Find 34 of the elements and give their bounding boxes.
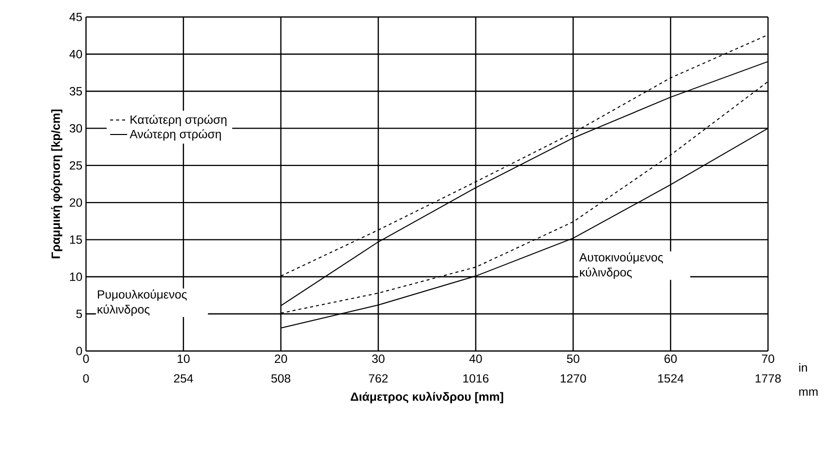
x2-tick-label: 1016 (463, 374, 488, 383)
x2-tick-label: 1524 (658, 374, 684, 383)
x-tick-label: 40 (469, 354, 482, 363)
y-tick-label: 0 (76, 346, 82, 356)
x-tick-label: 20 (274, 354, 288, 363)
annotation: Ρυμουλκούμενος κύλινδρος (98, 290, 187, 316)
y-tick-label: 10 (70, 272, 82, 281)
y-tick-label: 20 (70, 198, 82, 207)
x-axis-title: Διάμετρος κυλίνδρου [mm] (350, 392, 504, 404)
x-tick-label: 10 (178, 354, 190, 363)
y-tick-label: 25 (70, 161, 82, 170)
y-tick-label: 40 (69, 50, 82, 58)
x-tick-label: 60 (664, 354, 677, 363)
x2-tick-label: 254 (174, 374, 194, 383)
text: in (799, 363, 807, 372)
x-tick-label: 50 (566, 354, 580, 363)
x-tick-label: 30 (372, 354, 384, 363)
y-tick-label: 30 (70, 124, 82, 133)
x-tick-label: 0 (83, 354, 89, 363)
y-tick-label: 5 (76, 310, 82, 318)
x-tick-label: 70 (762, 354, 774, 363)
x2-tick-label: 508 (271, 374, 290, 383)
x2-tick-label: 762 (368, 374, 388, 383)
y-tick-label: 15 (70, 236, 82, 244)
x2-tick-label: 0 (83, 374, 89, 383)
text: mm (799, 389, 818, 396)
x2-tick-label: 1270 (560, 374, 586, 383)
legend-label: Ανώτερη στρώση (130, 129, 221, 141)
legend-label: Κατώτερη στρώση (130, 114, 226, 126)
y-tick-label: 45 (69, 12, 82, 22)
y-axis-title: Γραμμική φόρτιση [kp/cm] (51, 110, 62, 258)
y-tick-label: 35 (70, 86, 82, 96)
x2-tick-label: 1778 (756, 374, 781, 383)
annotation: Αυτοκινούμενος κύλινδρος (579, 252, 663, 279)
